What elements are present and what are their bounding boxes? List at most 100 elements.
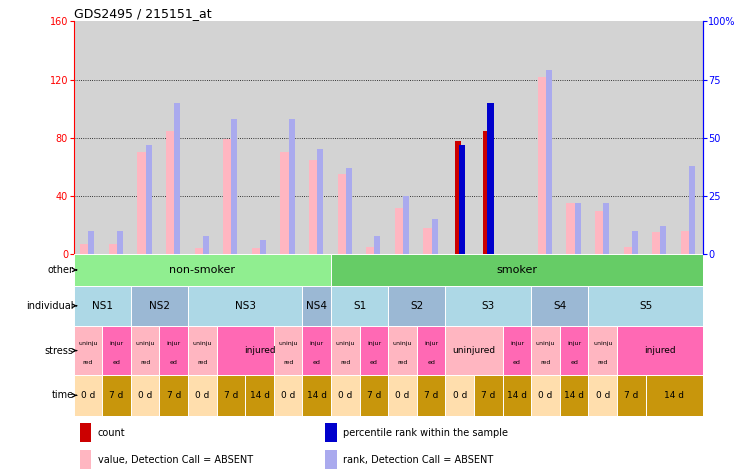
Bar — [216, 375, 245, 416]
Bar — [138, 152, 146, 254]
Bar — [202, 236, 209, 254]
Text: uninju: uninju — [135, 341, 155, 346]
Text: 0 d: 0 d — [281, 391, 295, 400]
Text: injur: injur — [166, 341, 181, 346]
Text: red: red — [82, 360, 93, 365]
Bar — [325, 423, 336, 442]
Bar — [360, 375, 389, 416]
Text: uninjured: uninjured — [453, 346, 495, 355]
Bar — [80, 450, 91, 469]
Bar — [560, 326, 589, 375]
Bar — [338, 174, 346, 254]
Bar — [223, 139, 232, 254]
Bar — [74, 254, 331, 286]
Bar — [689, 166, 695, 254]
Bar — [194, 248, 203, 254]
Bar — [604, 203, 609, 254]
Bar — [302, 326, 331, 375]
Text: 0 d: 0 d — [538, 391, 553, 400]
Bar — [88, 231, 94, 254]
Text: count: count — [97, 428, 125, 438]
Text: smoker: smoker — [497, 265, 537, 275]
Text: 0 d: 0 d — [81, 391, 95, 400]
Text: 0 d: 0 d — [138, 391, 152, 400]
Text: 0 d: 0 d — [395, 391, 410, 400]
Text: injur: injur — [110, 341, 124, 346]
Bar — [394, 208, 403, 254]
Text: ed: ed — [427, 360, 435, 365]
Bar — [74, 286, 131, 326]
Text: injured: injured — [644, 346, 676, 355]
Bar — [74, 326, 102, 375]
Bar — [109, 244, 117, 254]
Bar — [289, 119, 294, 254]
Text: injur: injur — [367, 341, 381, 346]
Bar — [160, 375, 188, 416]
Text: uninju: uninju — [336, 341, 355, 346]
Bar — [459, 145, 465, 254]
Bar — [74, 375, 102, 416]
Bar — [131, 326, 160, 375]
Text: 7 d: 7 d — [424, 391, 439, 400]
Text: non-smoker: non-smoker — [169, 265, 236, 275]
Bar — [423, 228, 432, 254]
Text: injur: injur — [567, 341, 581, 346]
Bar — [302, 286, 331, 326]
Text: 7 d: 7 d — [166, 391, 181, 400]
Bar — [331, 254, 703, 286]
Bar — [117, 231, 123, 254]
Bar — [346, 168, 352, 254]
Bar — [188, 326, 216, 375]
Bar — [531, 286, 589, 326]
Text: red: red — [283, 360, 294, 365]
Text: NS1: NS1 — [92, 301, 113, 311]
Bar — [631, 231, 638, 254]
Text: ed: ed — [570, 360, 578, 365]
Bar — [560, 375, 589, 416]
Text: 7 d: 7 d — [110, 391, 124, 400]
Bar — [417, 375, 445, 416]
Text: rank, Detection Call = ABSENT: rank, Detection Call = ABSENT — [343, 455, 493, 465]
Bar — [431, 219, 438, 254]
Bar — [274, 326, 302, 375]
Text: stress: stress — [45, 346, 74, 356]
Text: ed: ed — [170, 360, 177, 365]
Bar — [245, 375, 274, 416]
Bar — [260, 240, 266, 254]
Text: percentile rank within the sample: percentile rank within the sample — [343, 428, 508, 438]
Text: value, Detection Call = ABSENT: value, Detection Call = ABSENT — [97, 455, 252, 465]
Text: injur: injur — [424, 341, 438, 346]
Text: 0 d: 0 d — [195, 391, 210, 400]
Bar — [487, 103, 494, 254]
Text: ed: ed — [313, 360, 321, 365]
Text: 7 d: 7 d — [624, 391, 639, 400]
Text: S1: S1 — [353, 301, 367, 311]
Bar — [160, 326, 188, 375]
Text: S2: S2 — [410, 301, 423, 311]
Bar — [375, 236, 381, 254]
Bar — [131, 286, 188, 326]
Bar — [274, 375, 302, 416]
Text: 14 d: 14 d — [565, 391, 584, 400]
Bar — [589, 326, 617, 375]
Bar — [309, 160, 318, 254]
Bar — [546, 70, 552, 254]
Bar — [595, 210, 604, 254]
Bar — [445, 286, 531, 326]
Bar — [623, 247, 632, 254]
Text: injur: injur — [310, 341, 324, 346]
Bar — [166, 130, 174, 254]
Bar — [188, 375, 216, 416]
Bar — [531, 375, 560, 416]
Bar — [331, 326, 360, 375]
Bar — [445, 375, 474, 416]
Bar — [331, 286, 389, 326]
Bar — [389, 375, 417, 416]
Text: uninju: uninju — [78, 341, 98, 346]
Text: ed: ed — [513, 360, 521, 365]
Text: uninju: uninju — [393, 341, 412, 346]
Text: injur: injur — [510, 341, 524, 346]
Bar — [589, 375, 617, 416]
Bar — [417, 326, 445, 375]
Bar — [389, 326, 417, 375]
